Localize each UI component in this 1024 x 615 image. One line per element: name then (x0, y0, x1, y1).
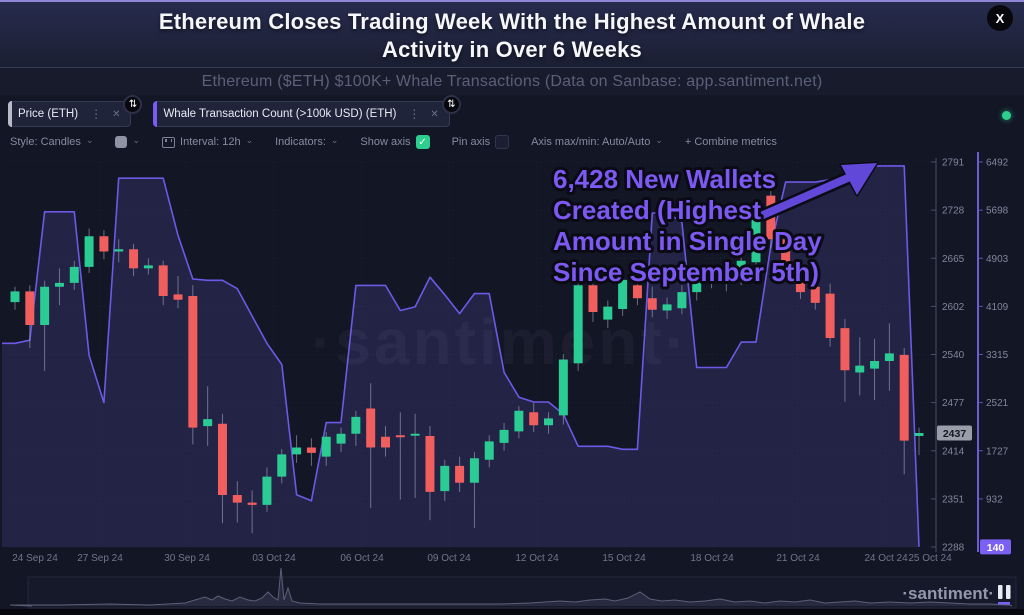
svg-text:12 Oct 24: 12 Oct 24 (515, 553, 559, 564)
svg-text:2728: 2728 (942, 206, 965, 217)
interval-dropdown[interactable]: Interval: 12h ⌄ (162, 134, 254, 148)
last-whale-badge: 140 (980, 539, 1011, 555)
tab-price-eth[interactable]: Price (ETH) ⋮ ✕ ⇅ (8, 95, 143, 127)
svg-text:4903: 4903 (986, 254, 1009, 265)
svg-text:1727: 1727 (986, 446, 1009, 457)
svg-text:2437: 2437 (943, 428, 967, 440)
time-navigator (9, 567, 1017, 609)
chevron-down-icon: ⌄ (85, 134, 94, 145)
style-dropdown[interactable]: Style: Candles ⌄ (10, 134, 94, 149)
svg-text:2288: 2288 (942, 543, 965, 554)
svg-text:2414: 2414 (942, 446, 965, 457)
svg-text:24 Oct 24: 24 Oct 24 (864, 553, 908, 564)
svg-text:18 Oct 24: 18 Oct 24 (690, 553, 734, 564)
tab-label: Whale Transaction Count (>100k USD) (ETH… (163, 108, 397, 120)
checkbox-checked-icon[interactable]: ✓ (415, 135, 430, 149)
svg-text:30 Sep 24: 30 Sep 24 (164, 553, 210, 564)
tab-whale-transaction-count[interactable]: Whale Transaction Count (>100k USD) (ETH… (153, 95, 461, 127)
kebab-icon[interactable]: ⋮ (408, 107, 421, 121)
annotation-arrow (756, 161, 879, 222)
combine-metrics-button[interactable]: + Combine metrics (684, 136, 777, 148)
svg-text:·santiment·: ·santiment· (902, 584, 994, 603)
color-swatch (115, 136, 128, 148)
axis-swap-icon[interactable]: ⇅ (441, 95, 461, 114)
top-accent-line (0, 0, 1024, 2)
live-status-dot (1002, 111, 1011, 120)
price-whale-chart[interactable]: ·santiment·27912728266526022540247724142… (0, 150, 1024, 615)
page-title: Ethereum Closes Trading Week With the Hi… (158, 8, 866, 62)
svg-text:06 Oct 24: 06 Oct 24 (340, 553, 384, 564)
chevron-down-icon: ⌄ (132, 134, 141, 145)
svg-text:Since September 5th): Since September 5th) (553, 257, 819, 287)
svg-text:Created (Highest: Created (Highest (553, 195, 761, 225)
candlestick-series (10, 187, 924, 534)
svg-text:24 Sep 24: 24 Sep 24 (12, 553, 58, 564)
calendar-icon (162, 136, 176, 148)
svg-text:2540: 2540 (942, 350, 965, 361)
svg-text:2791: 2791 (942, 158, 965, 169)
tab-label: Price (ETH) (18, 108, 79, 120)
chevron-down-icon: ⌄ (330, 134, 339, 145)
chart-subtitle: Ethereum ($ETH) $100K+ Whale Transaction… (201, 72, 823, 90)
tab-accent-bar (8, 101, 12, 127)
svg-text:27 Sep 24: 27 Sep 24 (77, 553, 123, 564)
svg-text:2665: 2665 (942, 254, 965, 265)
svg-text:5698: 5698 (986, 206, 1009, 217)
indicators-dropdown[interactable]: Indicators: ⌄ (275, 134, 339, 149)
santiment-logo: ·santiment· (902, 584, 1011, 605)
last-price-badge: 2437 (937, 425, 972, 441)
bottom-strip (0, 609, 1024, 615)
chevron-down-icon: ⌄ (655, 134, 663, 145)
subtitle-bar: Ethereum ($ETH) $100K+ Whale Transaction… (0, 67, 1024, 95)
svg-text:25 Oct 24: 25 Oct 24 (908, 553, 952, 564)
svg-text:15 Oct 24: 15 Oct 24 (602, 553, 646, 564)
kebab-icon[interactable]: ⋮ (90, 107, 103, 121)
axis-swap-icon[interactable]: ⇅ (123, 95, 143, 114)
x-axis-labels: 24 Sep 24 27 Sep 24 30 Sep 24 03 Oct 24 06 O… (12, 553, 952, 564)
whale-area-series (2, 165, 920, 547)
santiment-watermark: ·santiment· (311, 306, 689, 378)
svg-text:2521: 2521 (986, 398, 1009, 409)
svg-text:Amount in Single Day: Amount in Single Day (553, 226, 822, 256)
svg-text:2351: 2351 (942, 494, 965, 505)
show-axis-toggle[interactable]: Show axis ✓ (360, 135, 430, 149)
chart-toolbar: Style: Candles ⌄ ⌄ Interval: 12h ⌄ Indic… (10, 133, 777, 151)
gridlines (8, 161, 930, 548)
metric-tabs: Price (ETH) ⋮ ✕ ⇅ Whale Transaction Coun… (8, 95, 461, 129)
close-icon[interactable]: ✕ (112, 108, 121, 120)
svg-text:140: 140 (987, 542, 1005, 554)
axis-maxmin-dropdown[interactable]: Axis max/min: Auto/Auto ⌄ (531, 134, 663, 149)
checkbox-unchecked-icon[interactable] (495, 135, 510, 149)
chevron-down-icon: ⌄ (245, 134, 254, 145)
svg-text:2477: 2477 (942, 398, 965, 409)
svg-text:4109: 4109 (986, 302, 1009, 313)
svg-text:2602: 2602 (942, 302, 965, 313)
svg-text:09 Oct 24: 09 Oct 24 (427, 553, 471, 564)
right-axes: 2791 2728 2665 2602 2540 2477 2414 2351 2288 6492… (931, 152, 1009, 554)
svg-text:932: 932 (986, 494, 1003, 505)
close-icon[interactable]: ✕ (430, 108, 439, 120)
banner: Ethereum Closes Trading Week With the Hi… (0, 0, 1024, 67)
x-twitter-icon[interactable]: X (987, 5, 1013, 31)
svg-text:03 Oct 24: 03 Oct 24 (252, 553, 296, 564)
svg-text:3315: 3315 (986, 350, 1009, 361)
svg-text:6,428 New Wallets: 6,428 New Wallets (553, 164, 776, 194)
chart-app: Price (ETH) ⋮ ✕ ⇅ Whale Transaction Coun… (0, 95, 1024, 615)
color-swatch-dropdown[interactable]: ⌄ (115, 134, 141, 148)
svg-text:21 Oct 24: 21 Oct 24 (776, 553, 820, 564)
svg-text:6492: 6492 (986, 158, 1009, 169)
pin-axis-toggle[interactable]: Pin axis (452, 135, 510, 149)
tab-accent-bar (153, 101, 158, 127)
